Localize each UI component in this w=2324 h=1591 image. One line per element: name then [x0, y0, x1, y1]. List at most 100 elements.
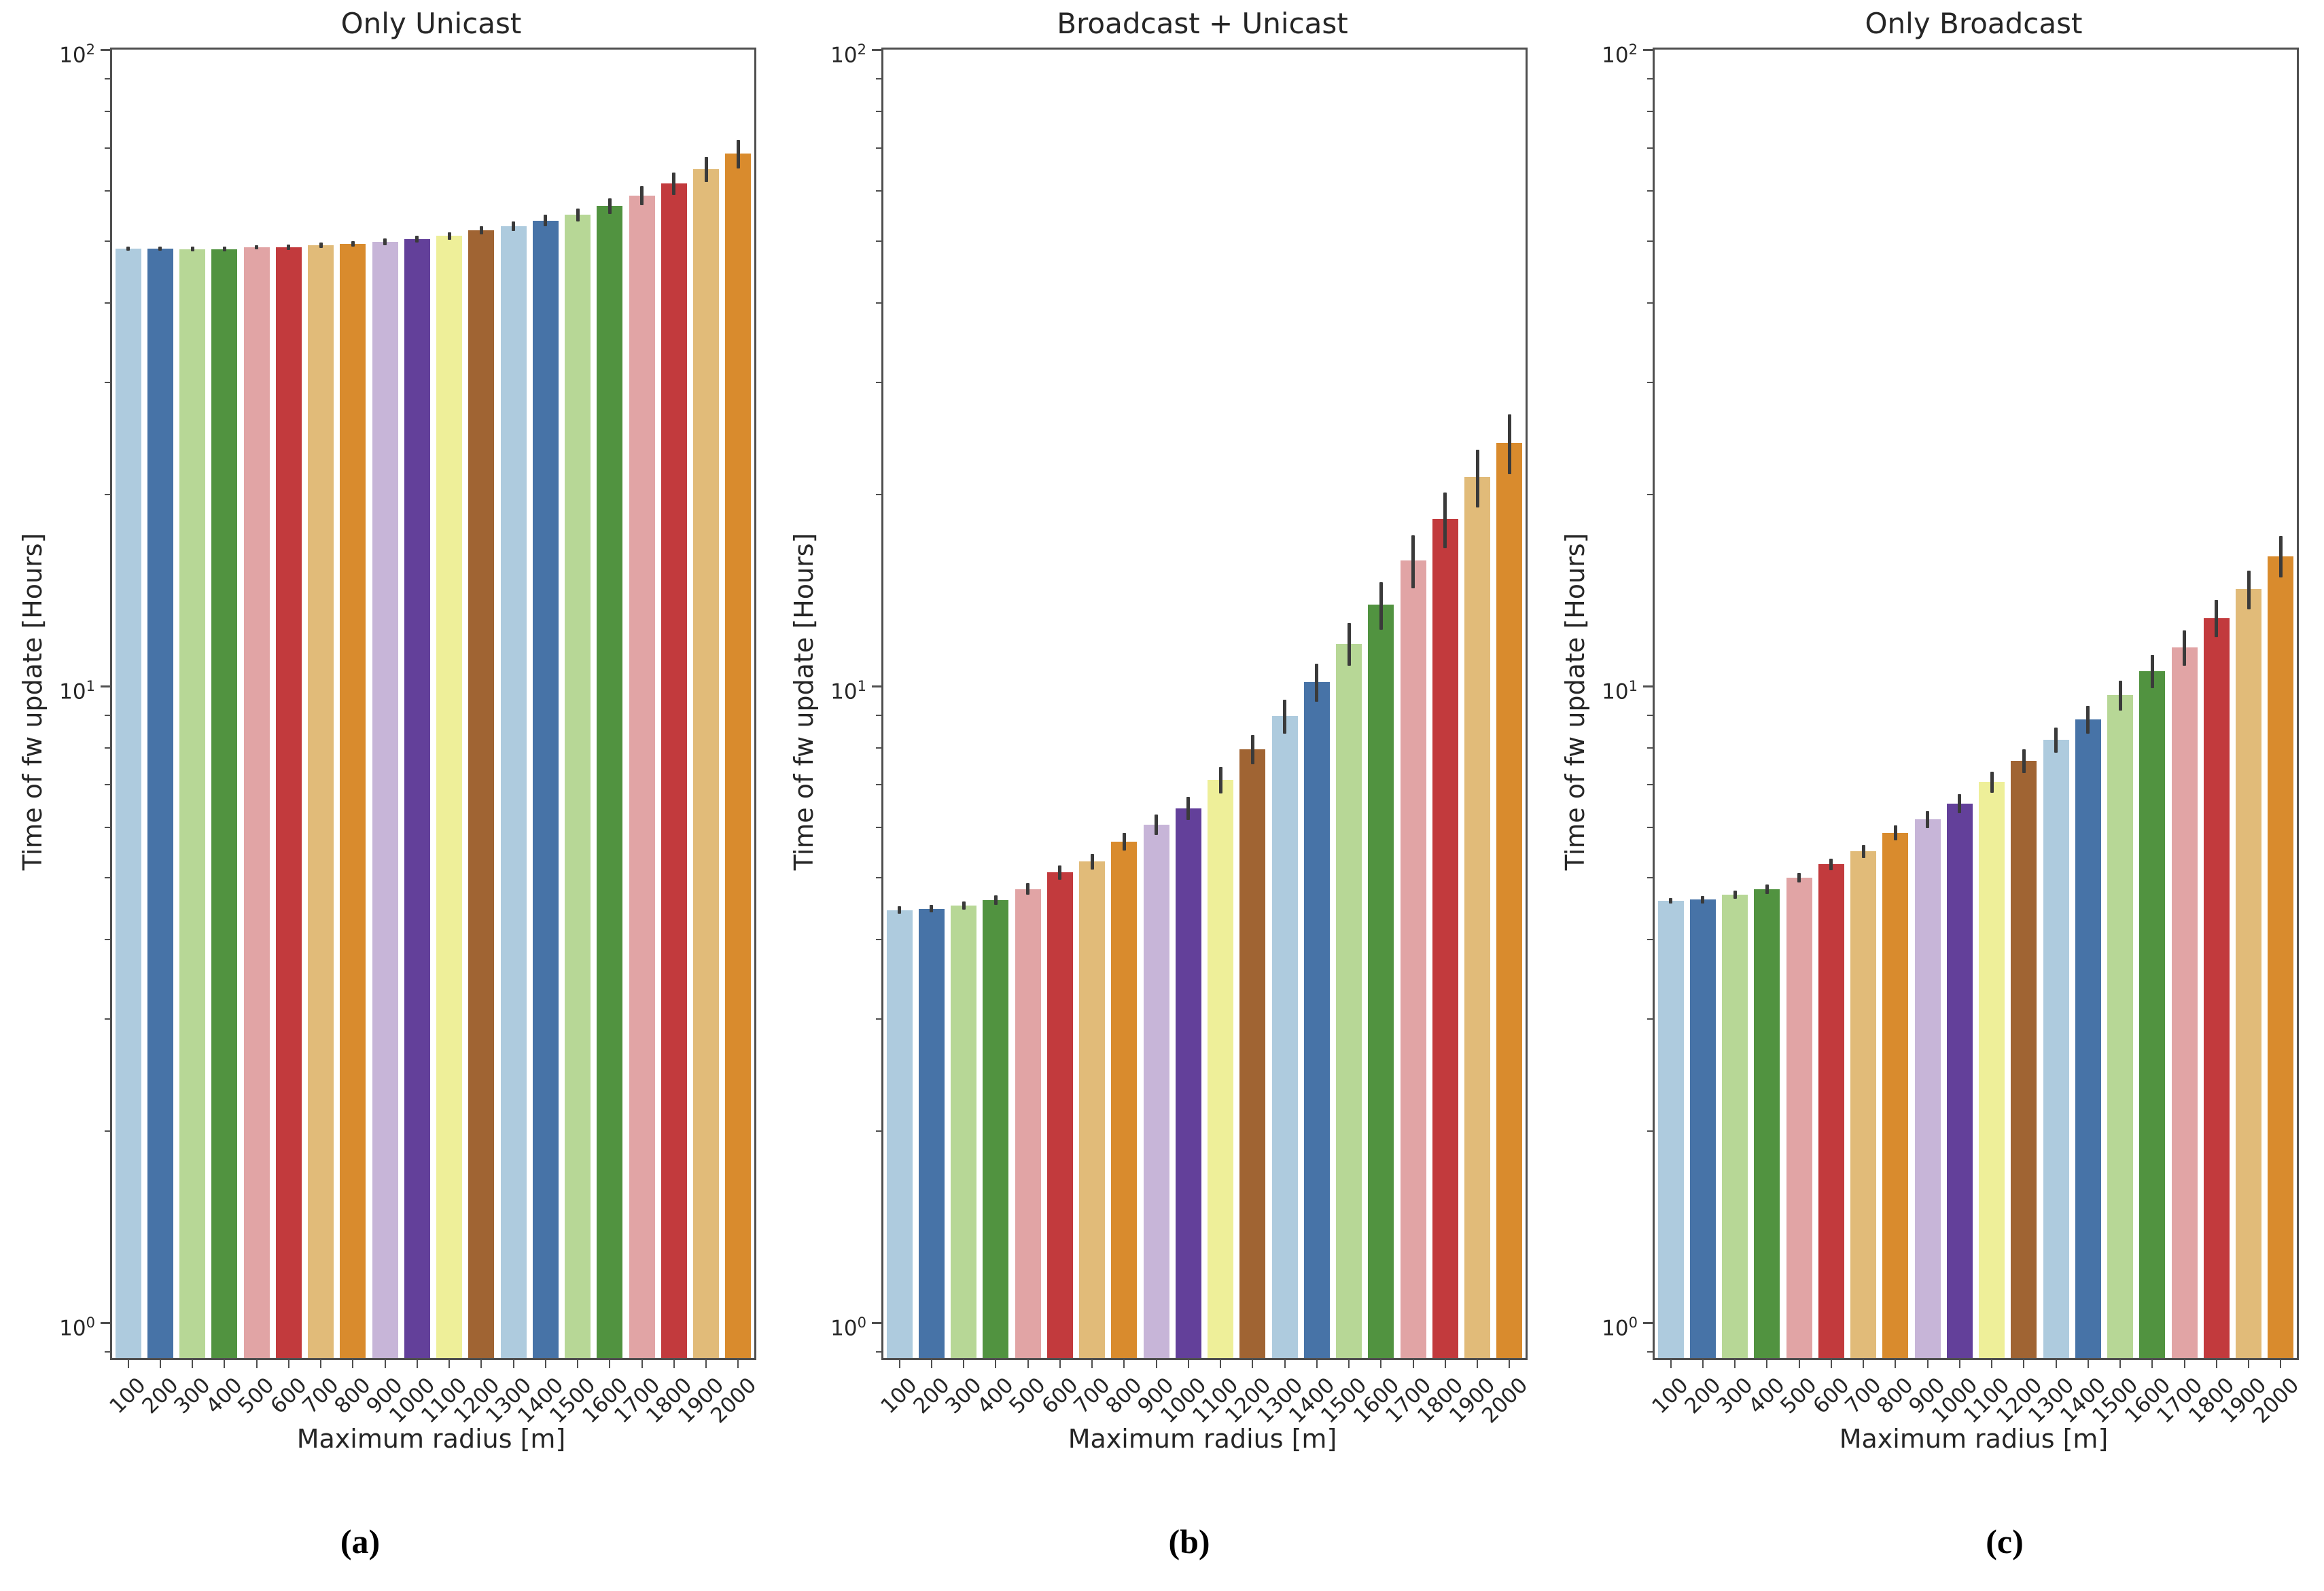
- x-tick: [1444, 1360, 1446, 1368]
- x-tick: [2119, 1360, 2121, 1368]
- bar-1800: [661, 183, 687, 1358]
- bar-700: [1079, 861, 1106, 1358]
- bar-200: [1689, 899, 1716, 1358]
- y-minor-tick: [1647, 147, 1653, 149]
- y-minor-tick: [1647, 826, 1653, 828]
- error-bar-1500: [576, 208, 580, 221]
- y-minor-tick: [876, 110, 881, 112]
- x-tick: [256, 1360, 258, 1368]
- x-tick: [416, 1360, 418, 1368]
- x-tick: [2055, 1360, 2057, 1368]
- y-minor-tick: [876, 381, 881, 383]
- bar-1900: [1464, 477, 1491, 1358]
- x-tick: [1991, 1360, 1993, 1368]
- x-tick: [1284, 1360, 1286, 1368]
- error-bar-1200: [479, 226, 483, 235]
- panel-a-title: Only Unicast: [340, 7, 522, 40]
- panel-b-title: Broadcast + Unicast: [1057, 7, 1348, 40]
- y-minor-tick: [105, 190, 110, 192]
- error-bar-1900: [2247, 570, 2251, 609]
- error-bar-500: [1797, 872, 1801, 883]
- x-tick: [2023, 1360, 2025, 1368]
- x-tick: [2087, 1360, 2089, 1368]
- y-major-tick: [1643, 48, 1653, 51]
- x-tick: [1187, 1360, 1189, 1368]
- bar-1000: [1175, 808, 1201, 1358]
- y-tick-label: 100: [59, 1315, 95, 1341]
- bar-1300: [2043, 740, 2069, 1358]
- x-tick: [673, 1360, 675, 1368]
- bar-1700: [1400, 560, 1426, 1358]
- bar-1500: [1336, 643, 1362, 1358]
- y-minor-tick: [876, 747, 881, 749]
- y-minor-tick: [105, 714, 110, 716]
- error-bar-1200: [2022, 749, 2026, 773]
- error-bar-2000: [736, 140, 740, 168]
- bar-1200: [468, 230, 495, 1358]
- panel-a-x-axis-label: Maximum radius [m]: [296, 1424, 566, 1454]
- y-minor-tick: [876, 938, 881, 940]
- y-major-tick: [101, 685, 110, 687]
- y-minor-tick: [1647, 493, 1653, 495]
- y-minor-tick: [876, 877, 881, 879]
- error-bar-400: [1765, 884, 1769, 894]
- bar-300: [179, 249, 206, 1358]
- error-bar-800: [351, 241, 355, 247]
- y-minor-tick: [1647, 747, 1653, 749]
- bar-700: [308, 245, 334, 1358]
- error-bar-1900: [1475, 450, 1479, 507]
- bar-600: [1818, 864, 1844, 1358]
- error-bar-900: [383, 238, 387, 245]
- bar-1600: [2139, 671, 2166, 1358]
- x-tick: [512, 1360, 514, 1368]
- x-tick: [995, 1360, 997, 1368]
- y-major-tick: [1643, 685, 1653, 687]
- x-tick: [1830, 1360, 1832, 1368]
- x-tick: [898, 1360, 900, 1368]
- error-bar-1700: [2183, 630, 2187, 666]
- bar-400: [211, 249, 238, 1358]
- bar-100: [886, 910, 913, 1358]
- bar-600: [275, 247, 302, 1358]
- y-minor-tick: [105, 747, 110, 749]
- x-tick: [1123, 1360, 1125, 1368]
- error-bar-300: [190, 247, 194, 251]
- y-major-tick: [1643, 1321, 1653, 1324]
- error-bar-500: [1026, 883, 1030, 895]
- x-tick: [1348, 1360, 1350, 1368]
- y-major-tick: [101, 1321, 110, 1324]
- x-tick: [384, 1360, 386, 1368]
- y-minor-tick: [876, 784, 881, 786]
- x-tick: [705, 1360, 707, 1368]
- bar-800: [1882, 833, 1909, 1358]
- bar-300: [951, 906, 977, 1358]
- bar-1000: [404, 238, 430, 1358]
- y-minor-tick: [876, 493, 881, 495]
- error-bar-400: [222, 247, 226, 251]
- bar-1900: [693, 168, 720, 1358]
- y-tick-label: 101: [1602, 678, 1638, 704]
- y-minor-tick: [876, 190, 881, 192]
- y-major-tick: [872, 685, 881, 687]
- panel-b-plot-area: 100 200 300 400 500 600 700 800 900 1000 1100 1200 1…: [830, 41, 1532, 1428]
- y-tick-label: 101: [59, 678, 95, 704]
- x-tick: [159, 1360, 161, 1368]
- error-bar-1800: [1443, 492, 1447, 549]
- x-tick: [1380, 1360, 1382, 1368]
- y-minor-tick: [1647, 240, 1653, 243]
- bar-700: [1850, 851, 1877, 1358]
- bar-400: [1754, 889, 1780, 1358]
- bar-1200: [1239, 749, 1266, 1358]
- x-tick: [1734, 1360, 1736, 1368]
- x-tick: [1027, 1360, 1029, 1368]
- x-tick: [480, 1360, 482, 1368]
- y-minor-tick: [876, 240, 881, 243]
- bar-1400: [532, 220, 559, 1358]
- error-bar-100: [898, 906, 902, 914]
- y-minor-tick: [105, 302, 110, 304]
- bar-200: [147, 248, 173, 1358]
- panel-b-y-axis-label: Time of fw update [Hours]: [789, 533, 819, 871]
- error-bar-1000: [415, 236, 419, 243]
- y-minor-tick: [876, 714, 881, 716]
